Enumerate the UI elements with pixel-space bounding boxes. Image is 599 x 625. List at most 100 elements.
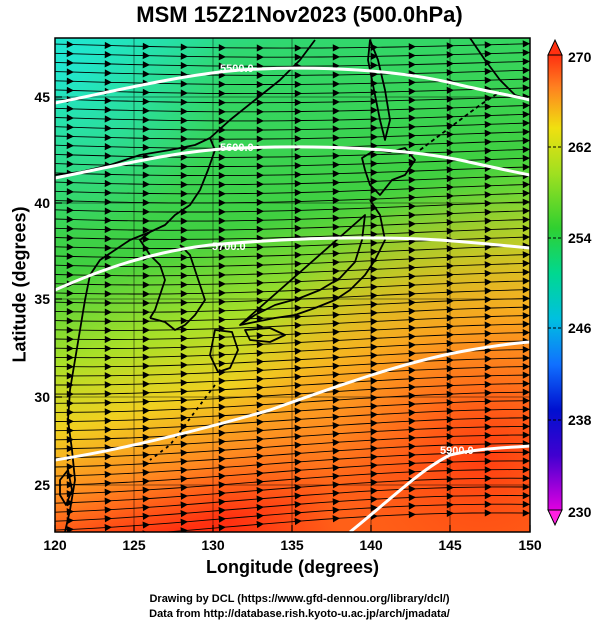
arrow-head	[256, 216, 264, 224]
arrow-head	[256, 80, 264, 89]
arrow-head	[218, 481, 226, 489]
arrow-head	[408, 185, 416, 193]
arrow-head	[446, 475, 454, 483]
arrow-head	[180, 458, 188, 466]
arrow-head	[294, 206, 302, 215]
arrow-head	[142, 61, 150, 69]
arrow-head	[484, 304, 492, 312]
arrow-head	[408, 392, 416, 400]
arrow-head	[332, 506, 340, 514]
arrow-head	[522, 397, 530, 405]
arrow-head	[446, 86, 454, 94]
arrow-head	[294, 467, 302, 475]
arrow-head	[446, 424, 454, 432]
arrow-head	[142, 143, 150, 152]
y-tick-label: 40	[34, 195, 50, 211]
arrow-head	[294, 98, 302, 107]
arrow-head	[218, 271, 226, 279]
arrow-head	[294, 242, 302, 250]
arrow-head	[522, 405, 530, 413]
arrow-head	[446, 201, 454, 209]
contour-label-5700: 5700.0	[212, 241, 246, 253]
arrow-head	[408, 255, 416, 263]
arrow-head	[180, 290, 188, 298]
arrow-head	[484, 103, 492, 111]
arrow-head	[142, 486, 150, 494]
arrow-head	[522, 457, 530, 465]
arrow-head	[484, 355, 492, 363]
arrow-head	[446, 104, 454, 112]
arrow-head	[522, 224, 530, 233]
arrow-head	[104, 479, 112, 487]
credit-data: Data from http://database.rish.kyoto-u.a…	[149, 608, 450, 620]
arrow-head	[484, 41, 492, 49]
arrow-head	[484, 509, 492, 517]
arrow-head	[332, 498, 340, 506]
arrow-head	[446, 356, 454, 364]
arrow-head	[256, 435, 264, 443]
arrow-head	[522, 49, 530, 57]
arrow-head	[408, 316, 416, 324]
arrow-head	[218, 135, 226, 143]
arrow-head	[370, 292, 378, 300]
arrow-head	[522, 84, 530, 92]
arrow-head	[484, 147, 492, 155]
arrow-head	[104, 326, 112, 334]
arrow-head	[142, 389, 150, 397]
arrow-head	[142, 460, 150, 468]
arrow-head	[104, 335, 112, 344]
arrow-head	[522, 414, 530, 422]
arrow-head	[142, 125, 150, 133]
arrow-head	[66, 123, 74, 131]
colorbar-label: 262	[568, 139, 592, 155]
arrow-head	[484, 67, 492, 76]
arrow-head	[370, 177, 378, 186]
contour-5800	[55, 340, 530, 462]
arrow-head	[446, 183, 454, 191]
arrow-head	[294, 224, 302, 232]
arrow-head	[446, 166, 454, 174]
arrow-head	[218, 171, 226, 180]
arrow-head	[522, 483, 530, 491]
arrow-head	[522, 233, 530, 241]
arrow-head	[522, 422, 530, 431]
arrow-head	[522, 259, 530, 268]
arrow-head	[522, 66, 530, 74]
arrow-head	[332, 438, 340, 447]
arrow-head	[218, 438, 226, 446]
arrow-head	[408, 299, 416, 307]
arrow-head	[294, 180, 302, 188]
arrow-head	[218, 199, 226, 207]
arrow-head	[294, 304, 302, 312]
arrow-head	[446, 382, 454, 390]
arrow-head	[446, 113, 454, 121]
arrow-head	[218, 117, 226, 125]
arrow-head	[142, 512, 150, 520]
arrow-head	[408, 264, 416, 272]
arrow-head	[180, 80, 188, 88]
arrow-head	[408, 459, 416, 468]
arrow-head	[180, 308, 188, 316]
arrow-head	[446, 407, 454, 415]
arrow-head	[522, 277, 530, 285]
colorbar-label: 246	[568, 320, 592, 336]
arrow-head	[446, 210, 454, 218]
y-tick-label: 25	[34, 477, 50, 493]
arrow-head	[370, 504, 378, 512]
arrow-head	[104, 354, 112, 362]
arrow-head	[256, 401, 264, 409]
arrow-head	[180, 414, 188, 422]
x-axis-label: Longitude (degrees)	[205, 557, 379, 577]
arrow-head	[104, 515, 112, 523]
arrow-head	[484, 261, 492, 269]
arrow-head	[180, 89, 188, 97]
arrow-head	[218, 80, 226, 88]
arrow-head	[256, 270, 264, 278]
arrow-head	[66, 225, 74, 233]
arrow-head	[104, 399, 112, 407]
arrow-head	[66, 326, 74, 334]
arrow-head	[294, 251, 302, 259]
arrow-head	[142, 116, 150, 124]
arrow-head	[484, 466, 492, 474]
arrow-head	[104, 470, 112, 479]
